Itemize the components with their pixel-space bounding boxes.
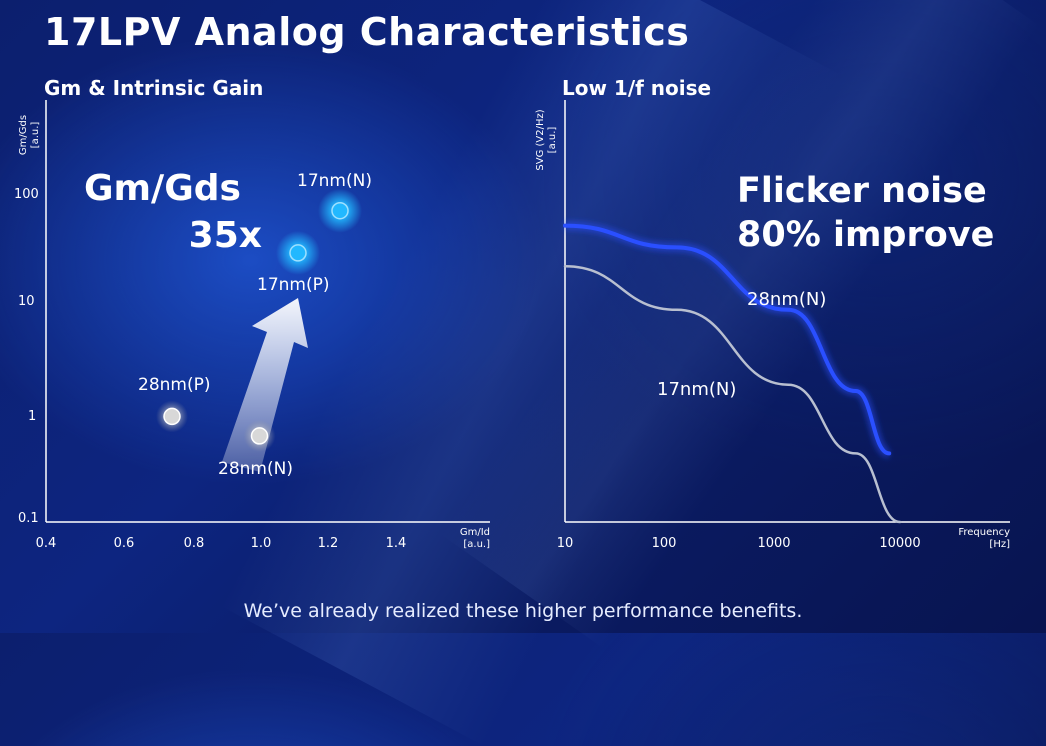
right-x-label-line2: [Hz] — [989, 539, 1010, 550]
left-x-tick: 0.8 — [184, 536, 205, 551]
point-label-28nm-n: 28nm(N) — [218, 459, 293, 479]
point-label-28nm-p: 28nm(P) — [138, 375, 210, 395]
left-y-label-line2: [a.u.] — [30, 122, 41, 149]
charts-canvas: Gm/Gds [a.u.] 100 10 1 0.1 0.4 0.6 0.8 1… — [14, 109, 1010, 551]
left-x-tick: 0.6 — [114, 536, 135, 551]
left-annotation-line1: Gm/Gds — [84, 168, 241, 209]
left-scatter-points — [156, 188, 362, 452]
right-annotation-line2: 80% improve — [737, 215, 994, 255]
point-label-17nm-p: 17nm(P) — [257, 275, 329, 295]
right-x-tick: 100 — [652, 536, 677, 551]
left-chart-title: Gm & Intrinsic Gain — [44, 76, 264, 100]
left-y-axis-label: Gm/Gds [a.u.] — [18, 115, 41, 155]
left-x-label-line2: [a.u.] — [463, 539, 490, 550]
left-annotation-line2: 35x — [189, 215, 262, 256]
page-title: 17LPV Analog Characteristics — [44, 10, 690, 54]
improvement-arrow-icon — [222, 298, 308, 472]
series-line-17nm-n — [563, 264, 902, 524]
left-y-tick: 100 — [14, 187, 39, 202]
series-label-17nm-n: 17nm(N) — [657, 379, 736, 400]
scatter-point-17nm-p — [289, 244, 307, 262]
left-x-tick: 0.4 — [36, 536, 57, 551]
left-y-label-line1: Gm/Gds — [18, 115, 29, 155]
right-x-tick: 10000 — [879, 536, 920, 551]
left-x-label-line1: Gm/Id — [460, 527, 490, 538]
right-annotation-line1: Flicker noise — [737, 171, 987, 211]
left-y-tick: 0.1 — [18, 511, 39, 526]
series-label-28nm-n: 28nm(N) — [747, 289, 826, 310]
right-chart-title: Low 1/f noise — [562, 76, 712, 100]
left-x-tick: 1.4 — [386, 536, 407, 551]
right-x-tick: 10 — [557, 536, 574, 551]
right-y-label-line1: SVG (V2/Hz) — [535, 109, 546, 170]
series-line-28nm-n — [563, 223, 892, 456]
left-x-tick: 1.2 — [318, 536, 339, 551]
left-x-tick: 1.0 — [251, 536, 272, 551]
scatter-point-17nm-n — [331, 201, 349, 220]
scatter-point-28nm-p — [163, 407, 181, 426]
left-y-tick: 1 — [28, 409, 36, 424]
point-label-17nm-n: 17nm(N) — [297, 171, 372, 191]
right-y-label-line2: [a.u.] — [547, 127, 558, 154]
right-x-label-line1: Frequency — [958, 527, 1010, 538]
footer-caption: We’ve already realized these higher perf… — [243, 600, 803, 622]
right-x-tick: 1000 — [757, 536, 790, 551]
left-y-tick: 10 — [18, 294, 35, 309]
right-y-axis-label: SVG (V2/Hz) [a.u.] — [535, 109, 558, 170]
scatter-point-28nm-n — [250, 427, 269, 445]
